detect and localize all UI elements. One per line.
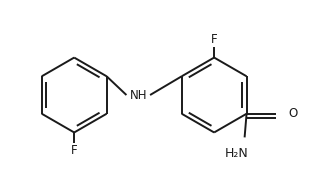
Text: F: F <box>71 144 77 157</box>
Text: H₂N: H₂N <box>225 147 248 160</box>
Text: F: F <box>211 33 217 46</box>
Text: NH: NH <box>129 89 147 102</box>
Text: O: O <box>288 107 297 120</box>
